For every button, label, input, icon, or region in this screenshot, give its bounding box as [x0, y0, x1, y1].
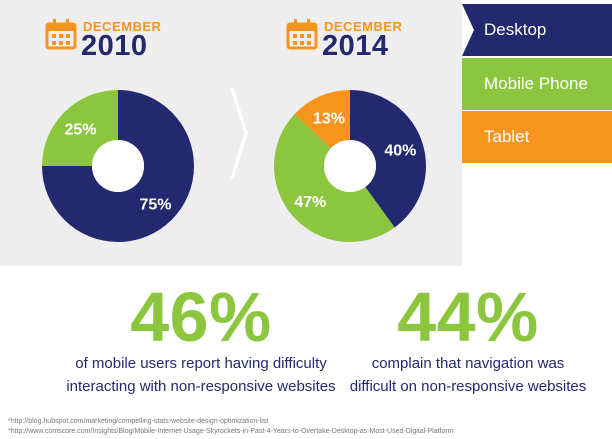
stat-44: 44% complain that navigation was difficu…: [318, 278, 612, 398]
stat-text-line1: of mobile users report having difficulty: [75, 355, 327, 372]
stat-text-line1: complain that navigation was: [371, 355, 565, 372]
donut-slice-mobile-phone: [42, 90, 118, 166]
divider-chevron: [230, 87, 248, 179]
donut-slice-desktop: [42, 90, 194, 242]
source-link: *http://www.comscore.com/Insights/Blog/M…: [8, 428, 454, 435]
period-month: DECEMBER: [83, 19, 162, 34]
calendar-icon: [286, 19, 318, 50]
donut-chart-2014: 40% 47% 13%: [273, 90, 426, 243]
comparison-panel: DECEMBER 2010 DECEMBER 2014 75% 25% 40% 47…: [0, 0, 462, 266]
donut-hole: [324, 140, 376, 192]
donut-slice-label: 25%: [65, 122, 97, 139]
stat-46: 46% of mobile users report having diffic…: [51, 278, 351, 398]
period-year: 2010: [81, 30, 148, 62]
donut-slice-label: 47%: [294, 194, 326, 211]
stat-value: 44%: [397, 278, 539, 356]
legend-item-desktop-shape: [462, 4, 612, 56]
donut-slice-label: 75%: [139, 196, 171, 213]
donut-slice-mobile-phone: [273, 113, 395, 243]
donut-slice-label: 13%: [313, 110, 345, 127]
donut-hole: [92, 140, 144, 192]
donut-slice-desktop: [350, 90, 426, 228]
source-link: *http://blog.hubspot.com/marketing/compe…: [8, 418, 269, 425]
stat-text-line2: difficult on non-responsive websites: [349, 378, 587, 395]
donut-slice-label: 40%: [384, 143, 416, 160]
calendar-icon: [45, 19, 77, 50]
legend-item-tablet: Tablet: [462, 111, 612, 163]
stat-text-line2: interacting with non-responsive websites: [66, 378, 336, 395]
period-year: 2014: [322, 30, 389, 62]
legend-item-mobile: Mobile Phone: [462, 58, 612, 110]
sources: *http://blog.hubspot.com/marketing/compe…: [8, 417, 454, 437]
period-month: DECEMBER: [324, 19, 403, 34]
stat-value: 46%: [130, 278, 272, 356]
donut-slice-tablet: [294, 90, 350, 149]
legend-item-desktop: Desktop: [484, 20, 547, 39]
donut-chart-2010: 75% 25%: [42, 90, 194, 242]
